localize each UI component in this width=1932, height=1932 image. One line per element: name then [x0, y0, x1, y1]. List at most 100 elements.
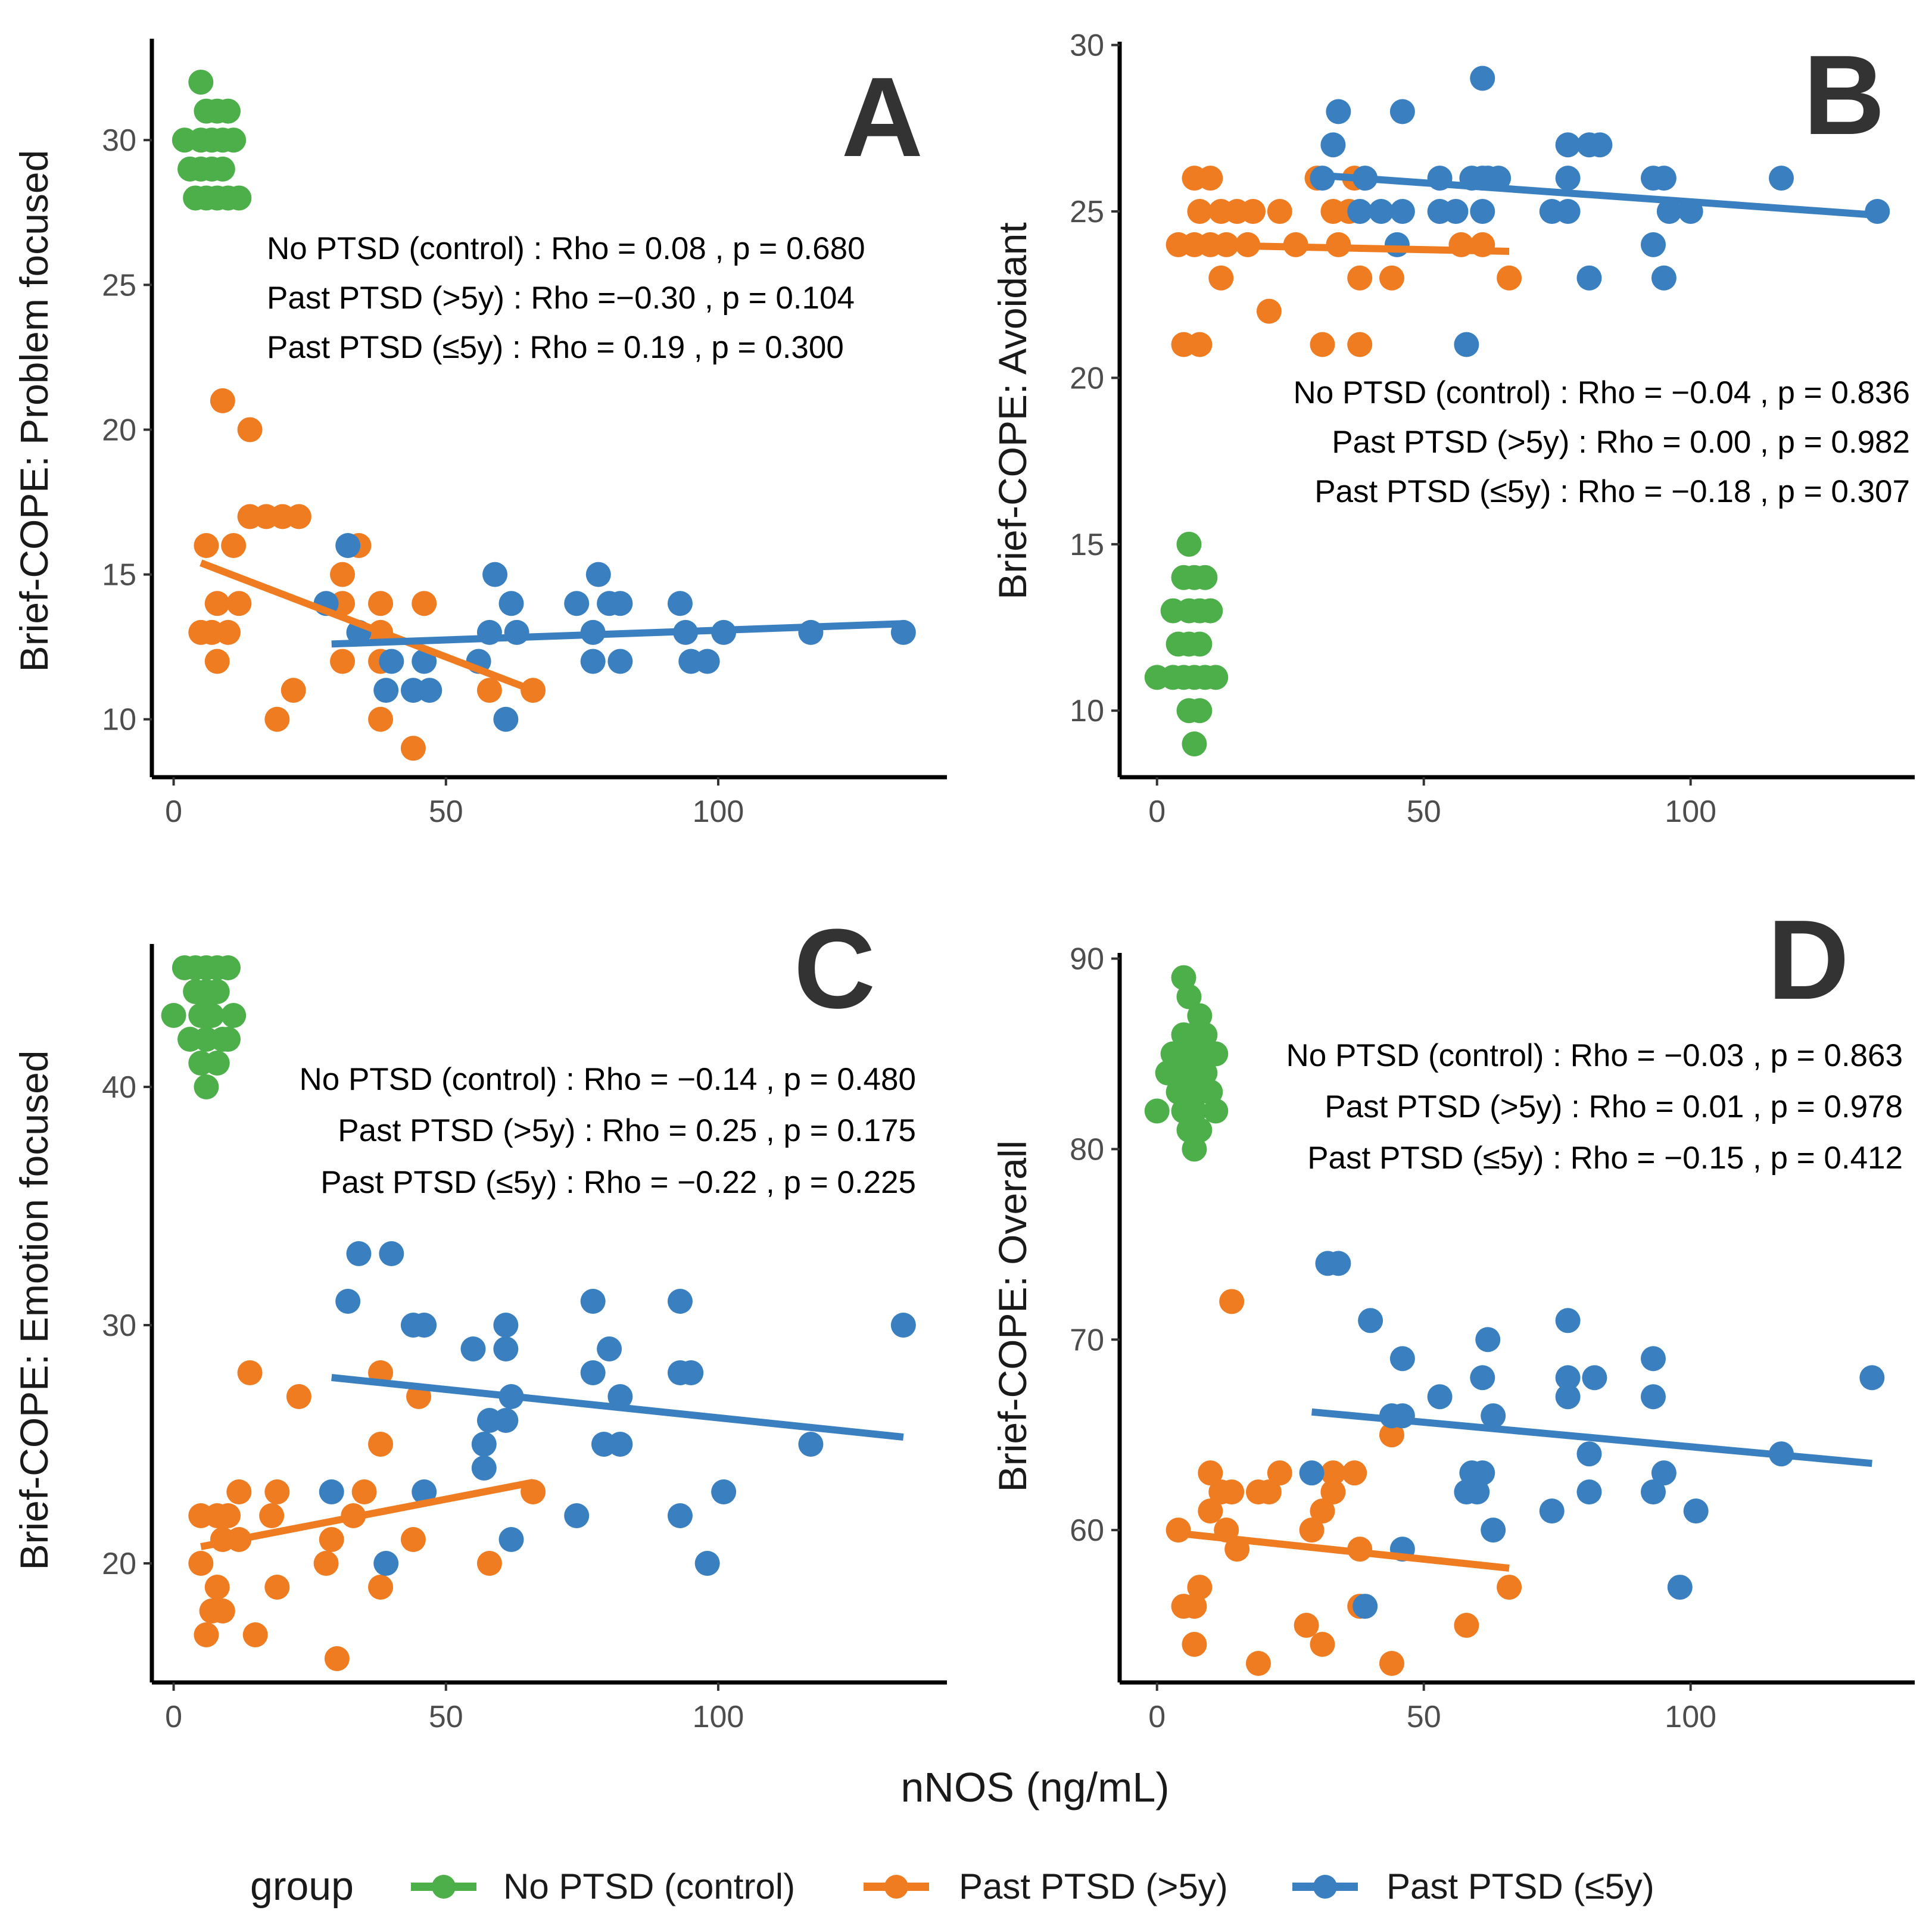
panel-a-point-control — [188, 69, 214, 95]
panel-d-point-past-le5y — [1859, 1365, 1885, 1391]
panel-c-point-past-gt5y — [242, 1622, 268, 1647]
panel-d-point-control — [1182, 1098, 1207, 1124]
panel-c-point-control — [204, 979, 230, 1004]
panel-d-point-past-gt5y — [1219, 1289, 1245, 1314]
panel-d-point-past-le5y — [1555, 1308, 1581, 1333]
panel-c-point-past-le5y — [798, 1432, 824, 1457]
legend: group No PTSD (control) Past PTSD (>5y) … — [250, 1864, 1654, 1909]
panel-c-point-past-gt5y — [259, 1503, 285, 1528]
panel-d-point-past-gt5y — [1342, 1460, 1367, 1486]
panel-b-point-past-le5y — [1389, 199, 1415, 224]
panel-c-point-past-le5y — [335, 1289, 361, 1314]
panel-c-point-past-le5y — [412, 1479, 437, 1504]
panel-c-point-control — [216, 955, 241, 980]
panel-b-point-control — [1187, 698, 1213, 724]
panel-c-letter: C — [794, 906, 875, 1032]
legend-item-past-gt5y: Past PTSD (>5y) — [864, 1866, 1228, 1906]
panel-c-point-past-gt5y — [216, 1503, 241, 1528]
panel-d-point-past-le5y — [1464, 1479, 1490, 1505]
panel-d-y-axis-title: Brief-COPE: Overall — [990, 1140, 1034, 1492]
panel-b-point-past-gt5y — [1347, 332, 1373, 357]
panel-d-point-past-gt5y — [1299, 1517, 1325, 1543]
panel-a-letter: A — [842, 54, 923, 180]
panel-b-point-past-le5y — [1389, 99, 1415, 124]
panel-d-point-past-gt5y — [1320, 1479, 1346, 1505]
panel-c-point-past-le5y — [711, 1479, 737, 1504]
panel-d-point-past-le5y — [1470, 1460, 1495, 1486]
panel-d-point-past-gt5y — [1294, 1613, 1319, 1638]
panel-d-point-past-le5y — [1539, 1498, 1565, 1524]
panel-c-point-past-le5y — [493, 1313, 519, 1338]
panel-d-point-control — [1187, 1117, 1213, 1143]
panel-c-point-control — [194, 1074, 219, 1099]
panel-d-point-past-le5y — [1651, 1460, 1677, 1486]
panel-d-point-control — [1182, 1136, 1207, 1162]
panel-a-point-past-le5y — [335, 532, 361, 558]
panel-b-point-past-gt5y — [1497, 265, 1522, 291]
panel-a-y-tick-label: 25 — [102, 268, 136, 303]
panel-c-point-past-le5y — [597, 1336, 622, 1361]
panel-b-point-past-le5y — [1454, 332, 1479, 357]
panel-b-point-control — [1198, 598, 1223, 624]
panel-c-point-past-gt5y — [476, 1551, 502, 1576]
panel-a-point-past-gt5y — [226, 591, 252, 616]
panel-d-point-past-le5y — [1427, 1384, 1453, 1410]
panel-a-y-tick-label: 30 — [102, 123, 136, 158]
panel-a-point-past-gt5y — [216, 619, 241, 645]
panel-b-point-control — [1192, 565, 1218, 590]
panel-b-point-past-le5y — [1470, 66, 1495, 91]
panel-b-point-past-le5y — [1640, 232, 1666, 257]
panel-d-point-past-le5y — [1481, 1517, 1506, 1543]
panel-d-stat-past-le5y: Past PTSD (≤5y) : Rho = −0.15 , p = 0.41… — [1307, 1140, 1903, 1176]
panel-a-point-past-gt5y — [368, 706, 394, 732]
panel-a-point-past-le5y — [607, 649, 633, 674]
panel-c-point-past-le5y — [379, 1241, 404, 1266]
panel-b-point-past-gt5y — [1347, 265, 1373, 291]
panel-a-point-past-gt5y — [204, 591, 230, 616]
panel-d-point-past-gt5y — [1497, 1575, 1522, 1600]
panel-d-point-past-gt5y — [1182, 1632, 1207, 1657]
panel-c-point-control — [161, 1003, 186, 1028]
panel-c-point-past-le5y — [667, 1503, 693, 1528]
panel-a-point-control — [210, 156, 235, 182]
panel-a-stat-past-gt5y: Past PTSD (>5y) : Rho =−0.30 , p = 0.104 — [267, 281, 855, 316]
panel-c-point-past-le5y — [580, 1289, 606, 1314]
panel-a-point-past-gt5y — [330, 562, 356, 587]
panel-c-point-past-le5y — [564, 1503, 590, 1528]
panel-d-point-past-gt5y — [1256, 1479, 1282, 1505]
panel-b: Brief-COPE: Avoidant B No PTSD (control)… — [990, 29, 1915, 829]
panel-d-fit-line-past-gt5y — [1183, 1530, 1510, 1572]
panel-b-point-past-le5y — [1326, 99, 1351, 124]
panel-b-point-past-gt5y — [1198, 166, 1223, 191]
panel-b-point-past-le5y — [1651, 166, 1677, 191]
panel-c-fit-line-past-le5y — [331, 1374, 904, 1441]
panel-c-point-past-le5y — [607, 1384, 633, 1409]
panel-d-point-control — [1192, 1022, 1218, 1048]
panel-c-point-past-gt5y — [264, 1575, 290, 1600]
panel-c-point-past-le5y — [493, 1336, 519, 1361]
panel-b-stat-control: No PTSD (control) : Rho = −0.04 , p = 0.… — [1293, 375, 1910, 410]
panel-c-point-past-gt5y — [351, 1479, 377, 1504]
panel-a-y-tick-label: 20 — [102, 413, 136, 447]
legend-item-control: No PTSD (control) — [411, 1866, 795, 1906]
panel-b-point-past-le5y — [1320, 132, 1346, 158]
panel-d-stats: No PTSD (control) : Rho = −0.03 , p = 0.… — [1286, 1038, 1903, 1176]
legend-label-control: No PTSD (control) — [503, 1866, 795, 1906]
panel-b-fit-line-past-gt5y — [1183, 241, 1510, 255]
panel-a-point-past-gt5y — [221, 532, 247, 558]
panel-d-stat-past-gt5y: Past PTSD (>5y) : Rho = 0.01 , p = 0.978 — [1325, 1089, 1903, 1124]
panel-d-point-past-le5y — [1640, 1479, 1666, 1505]
panel-c-point-past-gt5y — [368, 1432, 394, 1457]
panel-b-y-tick-label: 25 — [1070, 195, 1104, 229]
panel-a-point-past-le5y — [412, 649, 437, 674]
panel-c-point-past-gt5y — [210, 1598, 235, 1623]
panel-d-y-tick-label: 60 — [1070, 1513, 1104, 1548]
panel-d-point-past-le5y — [1667, 1575, 1693, 1600]
panel-d-point-past-gt5y — [1198, 1460, 1223, 1486]
panel-c-stat-past-le5y: Past PTSD (≤5y) : Rho = −0.22 , p = 0.22… — [320, 1165, 916, 1200]
panel-c-point-past-gt5y — [368, 1575, 394, 1600]
panel-b-x-tick-label: 100 — [1665, 794, 1716, 829]
panel-a-point-past-le5y — [373, 678, 399, 703]
panel-c-y-tick-label: 40 — [102, 1070, 136, 1105]
panel-d-point-past-le5y — [1481, 1403, 1506, 1429]
